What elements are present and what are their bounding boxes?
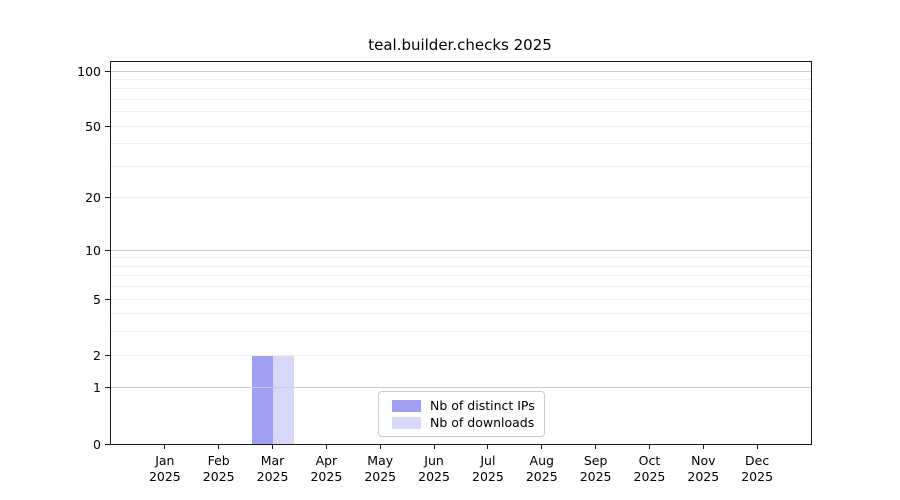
distinct-ips-swatch-icon — [392, 399, 421, 412]
minor-gridline — [111, 275, 811, 277]
x-tick-label: Apr 2025 — [310, 453, 343, 484]
x-tick-label: May 2025 — [364, 453, 397, 484]
bar-nb-of-downloads — [272, 355, 294, 444]
minor-gridline — [111, 99, 811, 101]
x-tick-label: Dec 2025 — [741, 453, 774, 484]
minor-gridline — [111, 125, 811, 127]
chart-title: teal.builder.checks 2025 — [368, 36, 552, 54]
y-tick — [105, 443, 110, 445]
legend: Nb of distinct IPs Nb of downloads — [378, 391, 545, 437]
y-tick-label: 50 — [85, 118, 101, 134]
x-tick-label: Mar 2025 — [256, 453, 289, 484]
y-tick-label: 5 — [93, 291, 101, 307]
x-tick-label: Jan 2025 — [148, 453, 181, 484]
minor-gridline — [111, 286, 811, 288]
y-tick — [105, 70, 110, 72]
minor-gridline — [111, 313, 811, 315]
y-tick — [105, 249, 110, 251]
y-tick-label: 10 — [85, 242, 101, 258]
y-tick-label: 100 — [77, 63, 101, 79]
x-tick-label: Jul 2025 — [472, 453, 504, 484]
x-tick — [702, 444, 704, 449]
minor-gridline — [111, 298, 811, 300]
y-tick — [105, 125, 110, 127]
minor-gridline — [111, 166, 811, 167]
downloads-swatch-icon — [392, 416, 421, 429]
y-tick-label: 0 — [93, 436, 101, 452]
y-tick — [105, 197, 110, 199]
major-gridline — [111, 249, 811, 251]
minor-gridline — [111, 78, 811, 80]
x-tick-label: Jun 2025 — [418, 453, 450, 484]
minor-gridline — [111, 197, 811, 199]
legend-item-distinct-ips: Nb of distinct IPs — [392, 397, 536, 414]
x-tick — [487, 444, 489, 449]
legend-label: Nb of distinct IPs — [430, 397, 535, 413]
minor-gridline — [111, 88, 811, 90]
x-tick — [541, 444, 543, 449]
minor-gridline — [111, 331, 811, 333]
x-tick-label: Feb 2025 — [202, 453, 235, 484]
x-tick — [648, 444, 650, 449]
x-tick-label: Sep 2025 — [579, 453, 612, 484]
y-tick-label: 20 — [85, 190, 101, 206]
minor-gridline — [111, 354, 811, 356]
x-tick — [595, 444, 597, 449]
x-tick — [756, 444, 758, 449]
major-gridline — [111, 387, 811, 389]
x-tick-label: Oct 2025 — [633, 453, 666, 484]
y-tick — [105, 354, 110, 356]
y-tick-label: 1 — [93, 380, 101, 396]
y-tick-label: 2 — [93, 347, 101, 363]
x-tick — [325, 444, 327, 449]
x-tick — [164, 444, 166, 449]
minor-gridline — [111, 111, 811, 113]
y-tick — [105, 387, 110, 389]
x-tick — [218, 444, 220, 449]
bar-nb-of-distinct-ips — [251, 355, 273, 444]
minor-gridline — [111, 257, 811, 259]
major-gridline — [111, 70, 811, 72]
x-tick-label: Aug 2025 — [525, 453, 558, 484]
minor-gridline — [111, 265, 811, 267]
x-tick — [379, 444, 381, 449]
x-tick — [433, 444, 435, 449]
y-tick — [105, 298, 110, 300]
legend-item-downloads: Nb of downloads — [392, 414, 536, 431]
legend-label: Nb of downloads — [430, 414, 535, 430]
x-tick-label: Nov 2025 — [687, 453, 720, 484]
minor-gridline — [111, 143, 811, 145]
x-tick — [272, 444, 274, 449]
plot-area: 0 1 2 5 10 20 50 100 Jan 2025 Feb 2025 Mar 2025 Apr… — [77, 61, 812, 484]
